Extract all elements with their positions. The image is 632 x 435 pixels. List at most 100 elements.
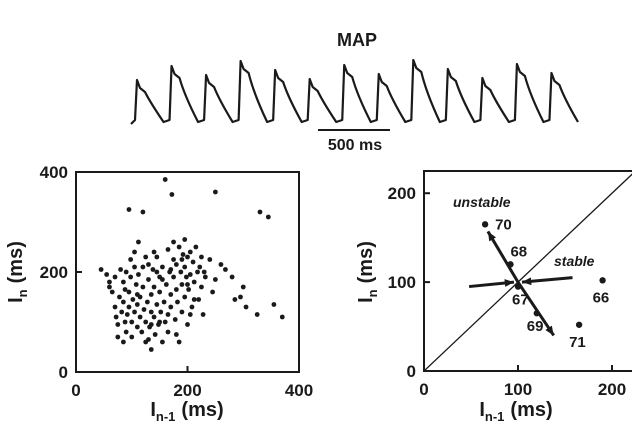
right-x-tick-label: 200 xyxy=(598,380,626,399)
left-x-tick-label: 400 xyxy=(285,381,313,400)
left-point xyxy=(185,282,190,287)
left-xlabel-sub: n-1 xyxy=(156,409,176,424)
left-point xyxy=(104,272,110,277)
left-point xyxy=(132,264,137,270)
right-plot-frame xyxy=(423,170,632,372)
left-point xyxy=(212,189,218,195)
left-point xyxy=(115,322,121,327)
left-point xyxy=(112,274,118,280)
left-point xyxy=(185,322,190,327)
left-point xyxy=(132,249,137,255)
left-point xyxy=(202,274,208,280)
right-ylabel: In (ms) xyxy=(355,241,380,303)
left-x-tick-label: 0 xyxy=(71,381,80,400)
left-point xyxy=(229,274,235,280)
left-point xyxy=(187,249,193,255)
map-title: MAP xyxy=(337,30,377,50)
left-point xyxy=(107,284,112,290)
left-point xyxy=(187,312,193,317)
left-point xyxy=(150,267,156,272)
left-point xyxy=(186,287,192,292)
left-point xyxy=(130,297,136,302)
left-point xyxy=(232,297,238,302)
left-point xyxy=(238,294,243,300)
right-xlabel: In-1 (ms) xyxy=(479,399,552,424)
left-point xyxy=(189,304,195,310)
left-point xyxy=(112,304,118,310)
left-point xyxy=(126,207,132,212)
left-axes-ticks: 0 200 400 0 200 400 xyxy=(40,163,314,400)
left-point xyxy=(179,257,185,262)
left-point xyxy=(173,262,179,267)
vector-head xyxy=(545,325,554,336)
left-point xyxy=(134,302,140,307)
left-point xyxy=(157,289,163,295)
left-point xyxy=(210,289,215,295)
return-map-left-panel: 0 200 400 0 200 400 In (ms) In-1 (ms) xyxy=(5,163,313,424)
left-point xyxy=(199,284,204,290)
stable-annotation: stable xyxy=(554,253,595,269)
left-point xyxy=(124,312,130,317)
left-point xyxy=(144,299,150,305)
left-point xyxy=(163,282,169,287)
stability-vectors xyxy=(468,230,573,337)
left-ylabel: In (ms) xyxy=(5,241,30,303)
right-xlabel-sub: n-1 xyxy=(485,409,505,424)
left-point xyxy=(136,272,141,277)
vector-shaft xyxy=(516,281,555,337)
left-point xyxy=(179,282,185,287)
left-points xyxy=(98,177,285,352)
left-point xyxy=(141,307,147,312)
left-point xyxy=(143,319,149,325)
right-point-label: 71 xyxy=(569,334,586,351)
left-point xyxy=(157,319,163,325)
right-y-tick-label: 200 xyxy=(388,184,416,203)
left-point xyxy=(129,319,135,325)
left-x-tick-label: 200 xyxy=(173,381,201,400)
left-point xyxy=(243,304,249,310)
left-plot-frame xyxy=(75,171,300,373)
left-y-tick-label: 0 xyxy=(59,363,68,382)
left-point xyxy=(162,319,168,325)
left-point xyxy=(134,292,140,297)
right-xlabel-main: I xyxy=(479,399,485,421)
left-point xyxy=(134,324,140,330)
left-point xyxy=(154,254,160,260)
left-point xyxy=(195,269,200,275)
right-point xyxy=(533,310,540,317)
left-xlabel: In-1 (ms) xyxy=(150,399,223,424)
left-point xyxy=(168,267,174,272)
left-point xyxy=(182,237,188,242)
right-point-label: 68 xyxy=(510,243,527,260)
left-point xyxy=(254,312,260,317)
right-ylabel-sub: n xyxy=(365,289,380,297)
left-point xyxy=(158,309,164,315)
left-point xyxy=(201,269,207,275)
left-point xyxy=(119,309,125,315)
left-point xyxy=(183,274,189,280)
left-point xyxy=(107,279,112,285)
left-point xyxy=(154,269,160,275)
right-points: 70 68 67 69 71 66 xyxy=(481,216,609,351)
right-point-label: 70 xyxy=(495,216,512,233)
left-point xyxy=(240,284,246,290)
left-point xyxy=(160,339,165,345)
left-point xyxy=(165,329,171,335)
left-point xyxy=(120,279,126,285)
left-point xyxy=(271,302,277,307)
left-point xyxy=(146,277,151,282)
scale-bar-label: 500 ms xyxy=(328,137,382,154)
left-xlabel-unit: (ms) xyxy=(181,399,223,421)
left-point xyxy=(140,264,146,270)
left-ylabel-sub: n xyxy=(15,289,30,297)
left-point xyxy=(218,262,224,267)
map-trace-line xyxy=(130,58,579,125)
vector-head xyxy=(487,231,496,242)
vector-head xyxy=(504,279,514,287)
left-point xyxy=(148,309,154,315)
left-point xyxy=(115,334,121,340)
left-point xyxy=(257,209,263,215)
left-point xyxy=(212,277,218,282)
left-point xyxy=(200,312,206,317)
